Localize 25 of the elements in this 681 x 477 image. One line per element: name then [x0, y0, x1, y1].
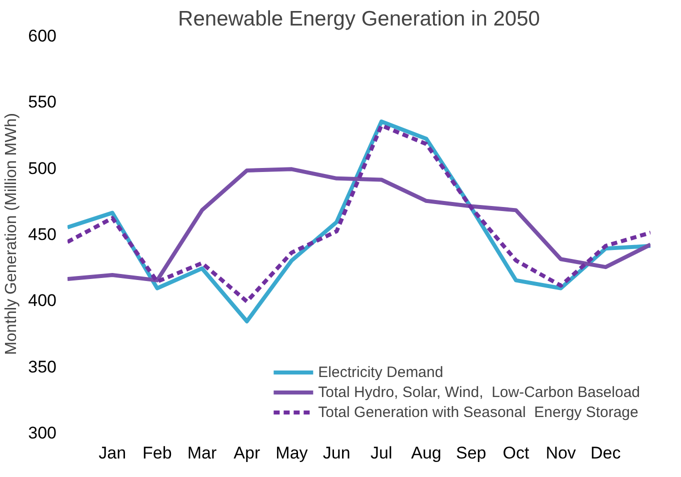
legend-label: Total Hydro, Solar, Wind, Low-Carbon Baseload [318, 384, 640, 400]
x-tick-label: Dec [590, 444, 622, 462]
x-tick-label: Aug [411, 444, 442, 462]
x-tick-label: Nov [546, 444, 576, 462]
y-tick-label: 350 [28, 357, 57, 376]
y-axis-title: Monthly Generation (Million MWh) [3, 113, 20, 355]
chart-title: Renewable Energy Generation in 2050 [178, 8, 540, 30]
x-tick-label: Sep [456, 444, 486, 462]
legend-label: Electricity Demand [318, 364, 444, 380]
x-tick-label: May [276, 444, 308, 462]
y-tick-label: 400 [28, 291, 57, 310]
x-tick-label: Jun [322, 444, 350, 462]
x-tick-label: Jul [370, 444, 392, 462]
y-tick-label: 600 [28, 26, 57, 46]
x-tick-label: Feb [142, 444, 172, 462]
legend-label: Total Generation with Seasonal Energy Storage [318, 404, 638, 420]
y-tick-label: 300 [28, 424, 57, 442]
x-tick-label: Apr [234, 444, 260, 462]
x-tick-label: Jan [98, 444, 126, 462]
x-tick-label: Oct [502, 444, 530, 462]
y-tick-label: 450 [28, 225, 57, 244]
y-tick-label: 550 [28, 92, 57, 112]
y-tick-label: 500 [28, 158, 57, 178]
x-tick-label: Mar [187, 444, 218, 462]
line-series [68, 167, 650, 282]
